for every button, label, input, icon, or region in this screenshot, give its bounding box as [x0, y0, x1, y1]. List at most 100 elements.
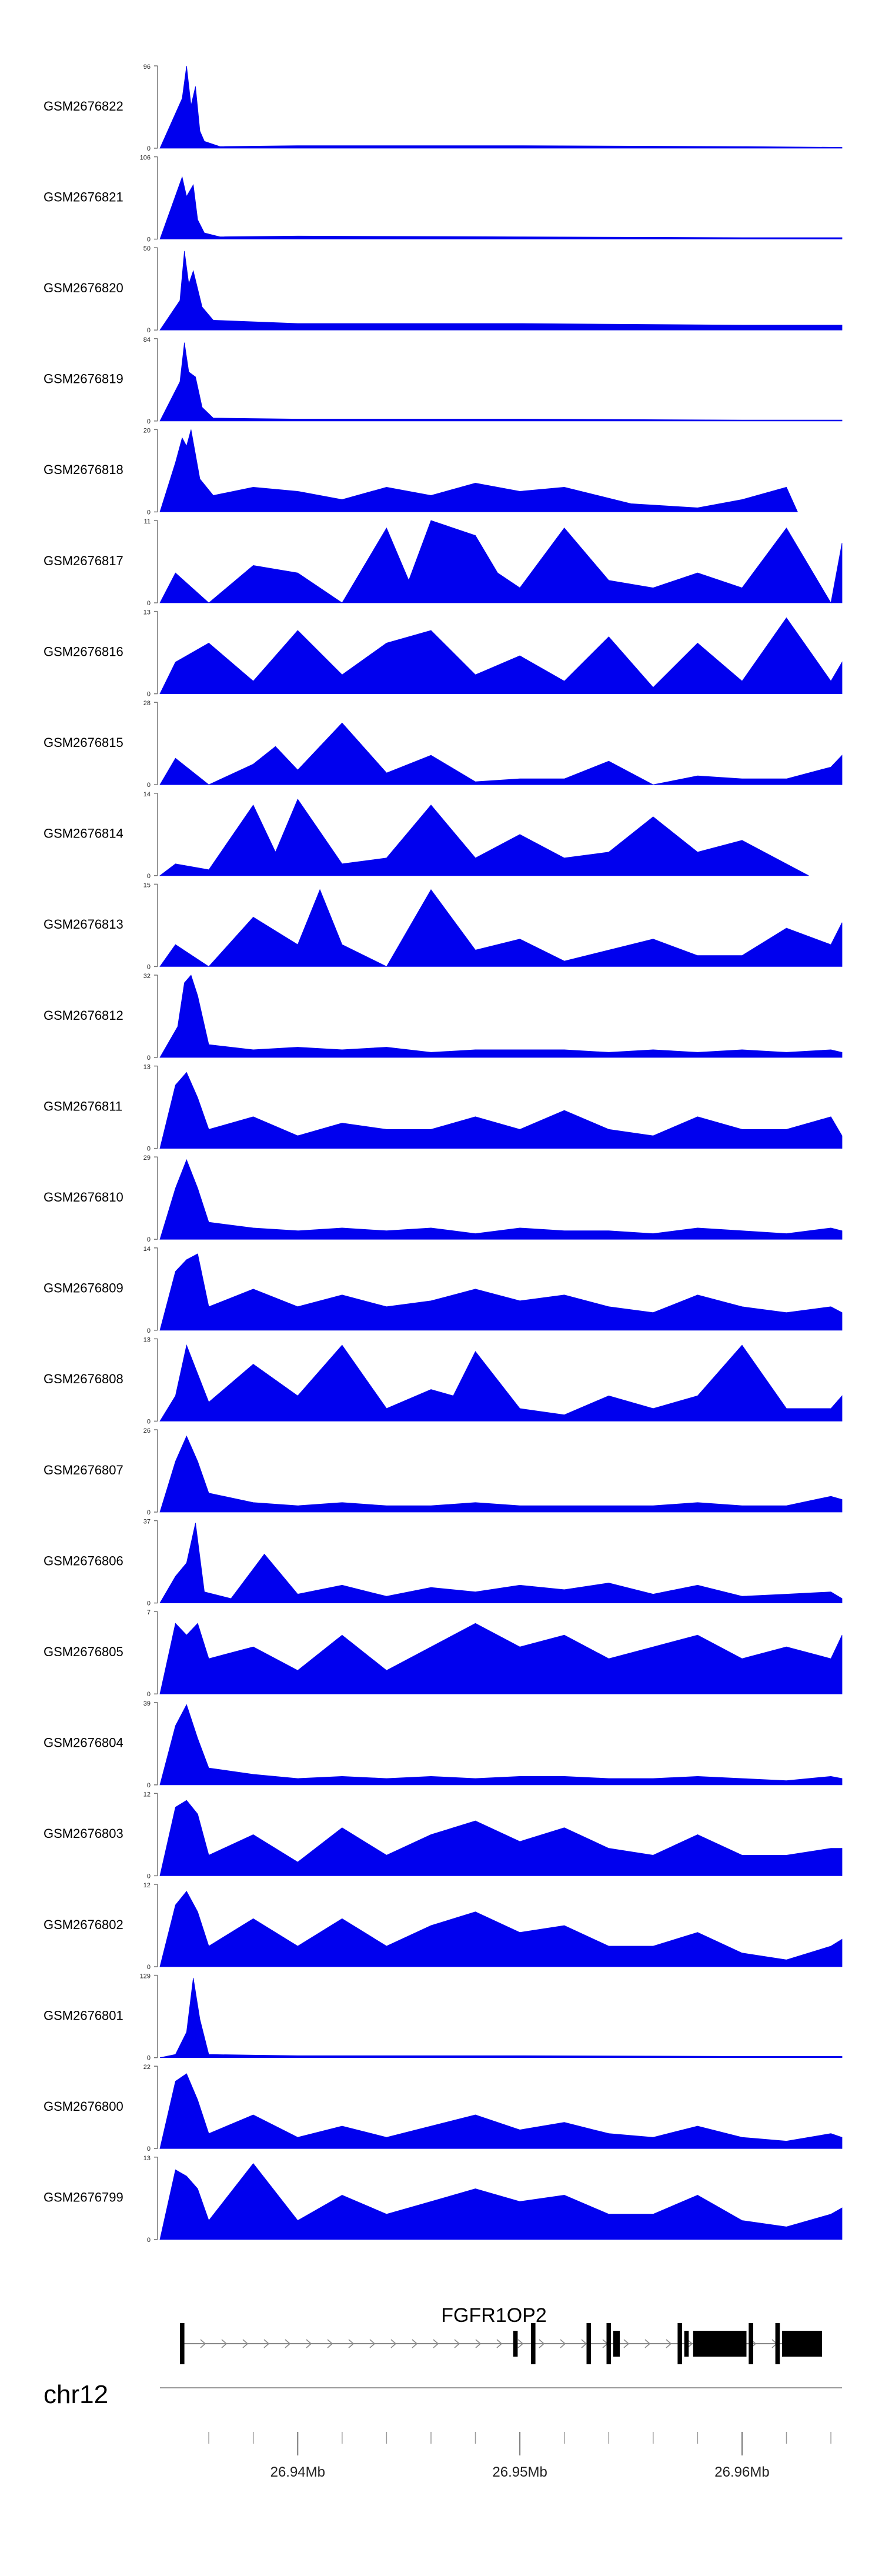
strand-arrow — [263, 2339, 270, 2348]
track-GSM2676804: GSM2676804 39 0 — [44, 1700, 843, 1789]
track-label: GSM2676814 — [44, 826, 123, 841]
y-axis-max-label: 13 — [143, 1064, 151, 1071]
strand-arrow — [644, 2339, 651, 2348]
track-label: GSM2676813 — [44, 917, 123, 932]
y-axis-zero-label: 0 — [147, 1327, 151, 1334]
coverage-area — [159, 1159, 843, 1240]
y-axis-zero-label: 0 — [147, 1964, 151, 1971]
coverage-area — [159, 2163, 843, 2240]
strand-arrow — [221, 2339, 228, 2348]
strand-arrow — [369, 2339, 376, 2348]
track-GSM2676802: GSM2676802 12 0 — [44, 1882, 843, 1971]
gene-exon — [531, 2323, 536, 2364]
track-GSM2676815: GSM2676815 28 0 — [44, 700, 843, 789]
coverage-area — [159, 1800, 843, 1876]
gene-exon — [684, 2331, 689, 2357]
track-GSM2676814: GSM2676814 14 0 — [44, 791, 809, 880]
y-axis-zero-label: 0 — [147, 1782, 151, 1789]
track-label: GSM2676805 — [44, 1644, 123, 1659]
y-axis-zero-label: 0 — [147, 1509, 151, 1516]
y-axis-zero-label: 0 — [147, 1873, 151, 1880]
y-axis-zero-label: 0 — [147, 1691, 151, 1698]
y-axis-max-label: 84 — [143, 336, 151, 343]
coverage-area — [159, 1890, 843, 1967]
track-GSM2676813: GSM2676813 15 0 — [44, 882, 843, 970]
strand-arrow — [475, 2339, 482, 2348]
y-axis-max-label: 14 — [143, 1246, 151, 1253]
y-axis-zero-label: 0 — [147, 1236, 151, 1243]
track-label: GSM2676803 — [44, 1826, 123, 1841]
coverage-area — [159, 1072, 843, 1149]
y-axis-zero-label: 0 — [147, 509, 151, 516]
track-GSM2676819: GSM2676819 84 0 — [44, 336, 843, 425]
strand-arrow — [306, 2339, 312, 2348]
y-axis-max-label: 129 — [140, 1973, 151, 1980]
y-axis-max-label: 50 — [143, 245, 151, 252]
y-axis-zero-label: 0 — [147, 873, 151, 880]
track-GSM2676806: GSM2676806 37 0 — [44, 1519, 843, 1607]
strand-arrow — [433, 2339, 439, 2348]
y-axis-max-label: 20 — [143, 427, 151, 434]
track-GSM2676803: GSM2676803 12 0 — [44, 1791, 843, 1880]
track-GSM2676799: GSM2676799 13 0 — [44, 2155, 843, 2244]
strand-arrow — [517, 2339, 524, 2348]
y-axis-max-label: 12 — [143, 1882, 151, 1889]
y-axis-zero-label: 0 — [147, 327, 151, 334]
coverage-area — [159, 176, 843, 239]
y-axis-zero-label: 0 — [147, 691, 151, 698]
coverage-area — [159, 342, 843, 422]
genome-axis-tick-label: 26.95Mb — [492, 2464, 547, 2480]
y-axis-zero-label: 0 — [147, 145, 151, 152]
y-axis-max-label: 32 — [143, 973, 151, 980]
y-axis-zero-label: 0 — [147, 600, 151, 607]
gene-exon — [749, 2323, 753, 2364]
gene-exon — [613, 2331, 620, 2357]
gene-exon — [606, 2323, 612, 2364]
y-axis-max-label: 26 — [143, 1427, 151, 1434]
track-GSM2676810: GSM2676810 29 0 — [44, 1154, 843, 1243]
coverage-area — [159, 65, 843, 149]
track-label: GSM2676811 — [44, 1099, 122, 1113]
y-axis-zero-label: 0 — [147, 782, 151, 789]
y-axis-zero-label: 0 — [147, 1418, 151, 1425]
genome-axis-tick-label: 26.94Mb — [270, 2464, 325, 2480]
y-axis-max-label: 39 — [143, 1700, 151, 1707]
y-axis-zero-label: 0 — [147, 418, 151, 425]
strand-arrow — [539, 2339, 545, 2348]
y-axis-zero-label: 0 — [147, 2055, 151, 2062]
track-label: GSM2676817 — [44, 553, 123, 568]
strand-arrow — [496, 2339, 503, 2348]
gene-exon — [513, 2331, 518, 2357]
strand-arrow — [666, 2339, 672, 2348]
track-label: GSM2676804 — [44, 1736, 123, 1750]
y-axis-max-label: 28 — [143, 700, 151, 707]
track-label: GSM2676816 — [44, 644, 123, 659]
coverage-area — [159, 1253, 843, 1331]
genome-axis-tick-label: 26.96Mb — [714, 2464, 769, 2480]
y-axis-max-label: 106 — [140, 155, 151, 162]
strand-arrow — [200, 2339, 206, 2348]
gene-exon — [586, 2323, 592, 2364]
gene-exon — [693, 2331, 747, 2357]
track-label: GSM2676820 — [44, 281, 123, 295]
track-label: GSM2676800 — [44, 2099, 123, 2114]
track-GSM2676807: GSM2676807 26 0 — [44, 1427, 843, 1516]
y-axis-max-label: 96 — [143, 64, 151, 71]
track-label: GSM2676806 — [44, 1553, 123, 1568]
track-GSM2676812: GSM2676812 32 0 — [44, 973, 843, 1062]
y-axis-max-label: 7 — [147, 1609, 151, 1616]
gene-exon — [775, 2323, 780, 2364]
track-label: GSM2676802 — [44, 1917, 123, 1932]
y-axis-max-label: 11 — [144, 518, 151, 525]
track-label: GSM2676809 — [44, 1281, 123, 1296]
y-axis-max-label: 15 — [143, 882, 151, 889]
coverage-area — [159, 1704, 843, 1786]
track-GSM2676809: GSM2676809 14 0 — [44, 1246, 843, 1334]
strand-arrow — [623, 2339, 630, 2348]
track-label: GSM2676808 — [44, 1372, 123, 1386]
track-GSM2676811: GSM2676811 13 0 — [44, 1064, 843, 1153]
gene-exon — [677, 2323, 682, 2364]
strand-arrow — [581, 2339, 587, 2348]
strand-arrow — [242, 2339, 249, 2348]
y-axis-max-label: 13 — [143, 2155, 151, 2162]
